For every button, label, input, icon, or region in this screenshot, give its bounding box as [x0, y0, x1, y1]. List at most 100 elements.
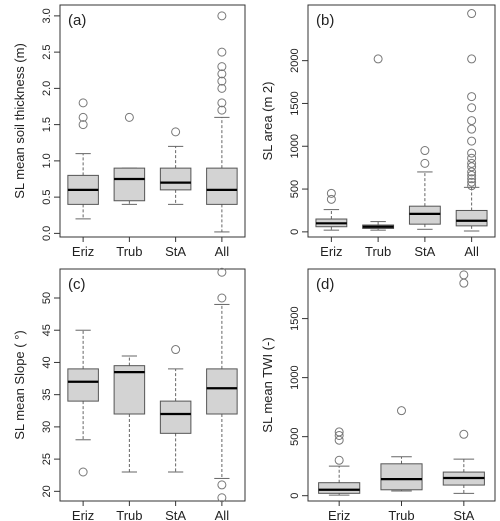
outlier-point	[78, 467, 88, 477]
iqr-box	[455, 209, 488, 227]
y-tick-label: 500	[289, 180, 301, 198]
y-tick-label: 0.5	[41, 189, 53, 204]
panel-label: (c)	[68, 276, 86, 293]
outlier-point	[334, 435, 344, 445]
outlier-point	[397, 406, 406, 416]
outlier-point	[467, 124, 477, 134]
outlier-point	[467, 174, 477, 184]
outlier-point	[217, 11, 227, 21]
panel-4: (d) 0 500 1000 1500 SL mean TWI (-) Eriz Trub St…	[260, 268, 496, 521]
outlier-point	[459, 278, 469, 288]
box-sta	[442, 270, 485, 494]
y-tick-label: 35	[41, 389, 53, 401]
outlier-point	[467, 153, 477, 163]
box-trub	[380, 406, 423, 492]
panel-1: (a) 0.0 0.5 1.0 1.5 2.0 2.5 3.0 SL mean soil thi…	[12, 4, 246, 259]
box-trub	[362, 54, 395, 231]
y-axis-title: SL mean TWI (-)	[260, 337, 275, 432]
category-label: Eriz	[328, 508, 350, 521]
outlier-point	[467, 136, 477, 146]
y-tick-label: 30	[41, 421, 53, 433]
y-tick-label: 0	[289, 493, 301, 499]
y-tick-label: 1000	[289, 134, 301, 158]
outlier-point	[171, 345, 181, 355]
box-eriz	[315, 188, 348, 231]
outlier-point	[78, 98, 88, 108]
plot-frame	[59, 4, 246, 238]
outlier-point	[217, 83, 227, 93]
y-tick-label: 500	[289, 427, 301, 445]
category-label: All	[215, 244, 230, 259]
y-tick-label: 50	[41, 292, 53, 304]
box-sta	[408, 146, 441, 230]
category-label: StA	[414, 244, 435, 259]
y-tick-label: 1.0	[41, 153, 53, 168]
y-tick-label: 25	[41, 453, 53, 465]
outlier-point	[326, 188, 336, 198]
category-label: Trub	[388, 508, 414, 521]
box-sta	[159, 345, 192, 473]
outlier-point	[420, 158, 430, 168]
iqr-box	[206, 167, 238, 205]
box-trub	[113, 112, 146, 205]
outlier-point	[217, 47, 227, 57]
box-eriz	[67, 329, 99, 477]
outlier-point	[373, 54, 383, 64]
outlier-point	[334, 427, 344, 437]
category-label: StA	[453, 508, 474, 521]
outlier-point	[467, 167, 477, 177]
iqr-box	[113, 365, 146, 415]
y-tick-label: 20	[41, 485, 53, 497]
category-label: Trub	[116, 244, 142, 259]
box-trub	[113, 355, 146, 473]
outlier-point	[467, 181, 477, 191]
y-tick-label: 2.0	[41, 81, 53, 96]
panel-label: (d)	[316, 276, 334, 293]
outlier-point	[467, 148, 477, 158]
category-label: All	[215, 508, 230, 521]
outlier-point	[217, 62, 227, 72]
outlier-point	[171, 127, 181, 137]
outlier-point	[459, 429, 469, 439]
y-tick-label: 1500	[289, 91, 301, 115]
panel-label: (b)	[316, 12, 334, 29]
iqr-box	[159, 400, 192, 434]
panel-2: (b) 0 500 1000 1500 2000 SL area (m 2) Eriz Trub…	[260, 4, 496, 259]
outlier-point	[124, 112, 134, 122]
outlier-point	[467, 9, 477, 19]
box-all	[206, 267, 238, 503]
outlier-point	[467, 177, 477, 187]
outlier-point	[467, 103, 477, 113]
y-tick-label: 1500	[289, 306, 301, 330]
category-label: All	[464, 244, 479, 259]
category-label: StA	[165, 508, 186, 521]
outlier-point	[217, 69, 227, 79]
iqr-box	[318, 482, 361, 494]
outlier-point	[217, 293, 227, 303]
outlier-point	[326, 194, 336, 204]
iqr-box	[380, 463, 423, 491]
category-label: StA	[165, 244, 186, 259]
outlier-point	[217, 480, 227, 490]
category-label: Trub	[116, 508, 142, 521]
iqr-box	[159, 167, 192, 191]
y-tick-label: 1000	[289, 365, 301, 389]
outlier-point	[467, 158, 477, 168]
y-axis-title: SL mean soil thickness (m)	[12, 43, 27, 199]
outlier-point	[334, 430, 344, 440]
box-all	[455, 9, 488, 232]
outlier-point	[217, 98, 227, 108]
outlier-point	[467, 170, 477, 180]
outlier-point	[467, 116, 477, 126]
outlier-point	[217, 267, 227, 277]
category-label: Trub	[365, 244, 391, 259]
outlier-point	[334, 455, 344, 465]
panel-label: (a)	[68, 12, 86, 29]
y-tick-label: 2000	[289, 48, 301, 72]
outlier-point	[217, 105, 227, 115]
y-tick-label: 0.0	[41, 226, 53, 241]
plot-frame	[59, 268, 246, 502]
category-label: Eriz	[320, 244, 342, 259]
y-tick-label: 40	[41, 356, 53, 368]
